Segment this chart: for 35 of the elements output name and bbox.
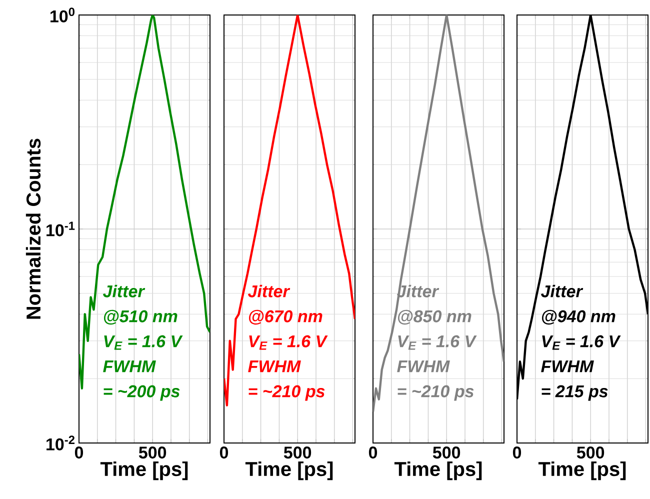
annotation: = 215 ps — [542, 385, 608, 401]
annotation: FWHM — [397, 360, 450, 372]
annotation: @510 nm — [104, 310, 178, 325]
x-axis-title: Time [ps] — [394, 461, 482, 480]
annotation: V$_{E}$ = 1.6 V — [398, 335, 477, 350]
annotation: = ~210 ps — [398, 385, 474, 401]
annotation: Jitter — [102, 284, 146, 298]
annotation: = ~200 ps — [104, 385, 180, 401]
y-tick-label: 10$^{0}$ — [50, 8, 74, 22]
x-tick-label: 0 — [512, 446, 522, 459]
x-tick-label: 500 — [138, 446, 166, 459]
annotation: @850 nm — [398, 310, 472, 325]
x-axis-title: Time [ps] — [538, 461, 626, 480]
x-axis-title: Time [ps] — [100, 461, 188, 480]
x-tick-label: 500 — [576, 446, 604, 459]
y-tick-label: 10$^{-1}$ — [46, 222, 75, 236]
annotation: FWHM — [248, 360, 301, 372]
y-tick-label: 10$^{-2}$ — [46, 436, 74, 450]
annotation: Jitter — [248, 284, 290, 298]
annotation: FWHM — [541, 360, 594, 372]
annotation: V$_{E}$ = 1.6 V — [542, 335, 621, 350]
x-tick-label: 0 — [74, 446, 84, 459]
annotation: @940 nm — [542, 310, 616, 325]
x-axis-title: Time [ps] — [245, 461, 333, 480]
x-tick-label: 500 — [432, 446, 460, 459]
x-tick-label: 0 — [368, 446, 378, 459]
y-axis-title: Normalized Counts — [26, 138, 41, 319]
annotation: @670 nm — [249, 310, 322, 325]
x-tick-label: 0 — [220, 446, 228, 459]
annotation: V$_{E}$ = 1.6 V — [104, 335, 183, 350]
x-tick-label: 500 — [284, 446, 312, 459]
annotation: FWHM — [103, 360, 156, 372]
annotation: = ~210 ps — [248, 385, 325, 401]
annotation: V$_{E}$ = 1.6 V — [249, 335, 328, 350]
annotation: Jitter — [540, 284, 584, 298]
